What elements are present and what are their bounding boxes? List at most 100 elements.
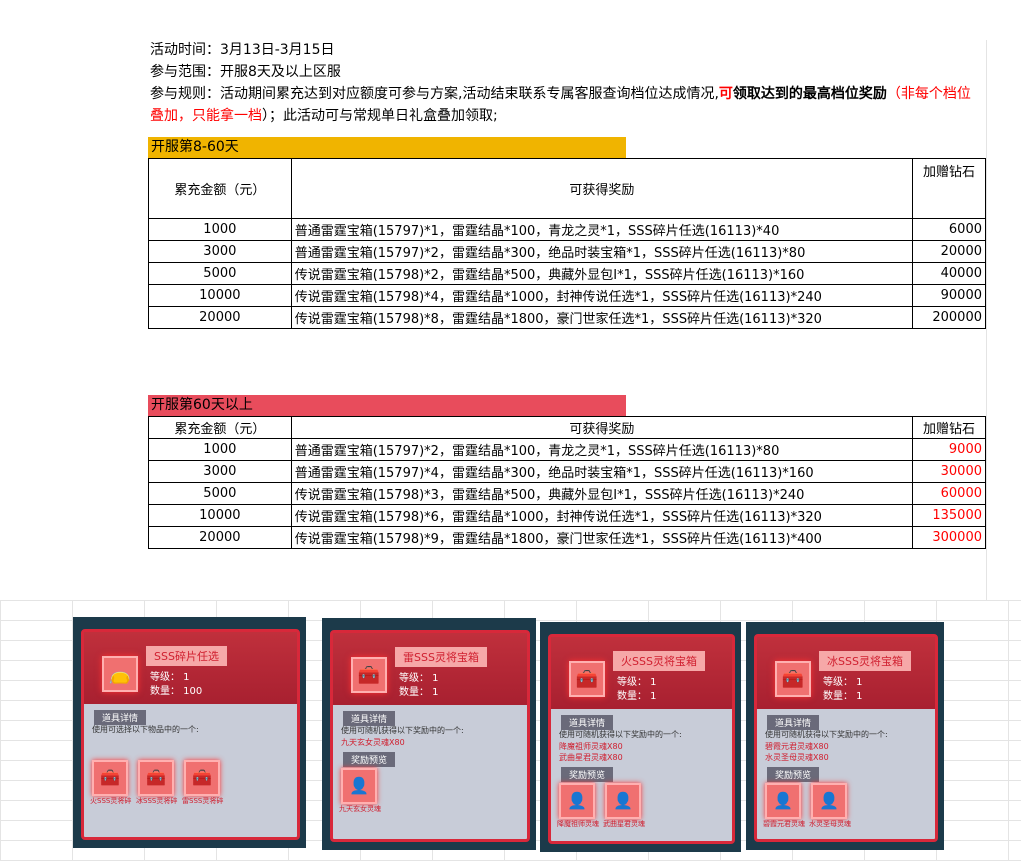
diamonds-cell: 60000: [912, 482, 986, 505]
table-row: 20000 传说雷霆宝箱(15798)*9，雷霆结晶*1800，豪门世家任选*1，…: [148, 526, 986, 549]
item-title: SSS碎片任选: [146, 646, 227, 666]
activity-scope: 参与范围：开服8天及以上区服: [150, 64, 341, 80]
section-item-details: 道具详情: [94, 710, 147, 725]
reward-item[interactable]: 👤 水灵圣母灵魂: [809, 783, 851, 829]
item-tooltip-card: 🧰 火SSS灵将宝箱 等级： 1 数量： 1 道具详情 使用可随机获得以下奖励中…: [540, 622, 741, 852]
item-title: 冰SSS灵将宝箱: [819, 651, 911, 671]
rewards-cell: 传说雷霆宝箱(15798)*9，雷霆结晶*1800，豪门世家任选*1，SSS碎片…: [290, 526, 914, 549]
item-level: 等级： 1: [617, 677, 657, 688]
tooltip-panel: 👝 SSS碎片任选 等级： 1 数量： 100 道具详情 使用可选择以下物品中的…: [81, 629, 300, 840]
rule-paren: （: [886, 86, 901, 102]
reward-table-60-plus: 累充金额（元） 可获得奖励 加赠钻石 1000 普通雷霆宝箱(15797)*2，雷…: [148, 416, 986, 549]
item-description: 使用可随机获得以下奖励中的一个:: [341, 726, 464, 735]
reward-line: 武曲星君灵魂X80: [559, 753, 623, 762]
rewards-cell: 普通雷霆宝箱(15797)*2，雷霆结晶*100，青龙之灵*1，SSS碎片任选(…: [290, 438, 914, 461]
hero-soul-icon: 👤: [765, 783, 801, 819]
diamonds-cell: 20000: [912, 240, 986, 263]
reward-item-label: 九天玄女灵魂: [339, 805, 381, 813]
amount-cell: 10000: [148, 504, 292, 527]
reward-item[interactable]: 🧰 冰SSS灵将碎: [136, 760, 177, 806]
item-quantity: 数量： 1: [399, 687, 439, 698]
reward-item[interactable]: 👤 降魔祖师灵魂: [557, 783, 599, 829]
hero-soul-icon: 👤: [605, 783, 641, 819]
reward-item[interactable]: 👤 武曲星君灵魂: [603, 783, 645, 829]
reward-line: 降魔祖师灵魂X80: [559, 742, 623, 751]
pouch-icon: 👝: [102, 656, 138, 692]
header-diamonds: 加赠钻石: [912, 158, 986, 219]
header-amount: 累充金额（元）: [148, 416, 292, 439]
item-description: 使用可选择以下物品中的一个:: [92, 725, 199, 734]
header-amount: 累充金额（元）: [148, 158, 292, 219]
reward-line: 碧霞元君灵魂X80: [765, 742, 829, 751]
hero-soul-icon: 👤: [341, 768, 377, 804]
chest-icon: 🧰: [569, 661, 605, 697]
reward-item[interactable]: 👤 碧霞元君灵魂: [763, 783, 805, 829]
table-row: 1000 普通雷霆宝箱(15797)*2，雷霆结晶*100，青龙之灵*1，SSS碎…: [148, 438, 986, 461]
reward-item[interactable]: 👤 九天玄女灵魂: [339, 768, 381, 814]
rewards-cell: 传说雷霆宝箱(15798)*8，雷霆结晶*1800，豪门世家任选*1，SSS碎片…: [290, 306, 914, 329]
diamonds-cell: 30000: [912, 460, 986, 483]
section-reward-preview: 奖励预览: [767, 767, 820, 782]
table-row: 3000 普通雷霆宝箱(15797)*4，雷霆结晶*300，绝品时装宝箱*1，SS…: [148, 460, 986, 483]
reward-items: 👤 碧霞元君灵魂 👤 水灵圣母灵魂: [763, 783, 851, 829]
amount-cell: 3000: [148, 240, 292, 263]
chest-icon: 🧰: [184, 760, 220, 796]
item-tooltip-card: 🧰 雷SSS灵将宝箱 等级： 1 数量： 1 道具详情 使用可随机获得以下奖励中…: [322, 618, 536, 850]
item-description: 使用可随机获得以下奖励中的一个:: [765, 730, 888, 739]
amount-cell: 1000: [148, 438, 292, 461]
amount-cell: 5000: [148, 262, 292, 285]
rule-highlight: 可: [718, 86, 733, 102]
reward-items: 👤 九天玄女灵魂: [339, 768, 381, 814]
reward-line: 九天玄女灵魂X80: [341, 738, 405, 747]
section-band-8-60: 开服第8-60天: [148, 137, 626, 158]
table-row: 10000 传说雷霆宝箱(15798)*4，雷霆结晶*1000，封神传说任选*1，…: [148, 284, 986, 307]
reward-line: 水灵圣母灵魂X80: [765, 753, 829, 762]
section-item-details: 道具详情: [343, 711, 396, 726]
diamonds-cell: 40000: [912, 262, 986, 285]
diamonds-cell: 6000: [912, 218, 986, 241]
diamonds-cell: 300000: [912, 526, 986, 549]
header-rewards: 可获得奖励: [290, 158, 914, 219]
reward-item[interactable]: 🧰 火SSS灵将碎: [90, 760, 132, 806]
rule-bold: 领取达到的最高档位奖励: [732, 86, 887, 102]
rewards-cell: 传说雷霆宝箱(15798)*4，雷霆结晶*1000，封神传说任选*1，SSS碎片…: [290, 284, 914, 307]
item-description: 使用可随机获得以下奖励中的一个:: [559, 730, 682, 739]
table-row: 5000 传说雷霆宝箱(15798)*2，雷霆结晶*500，典藏外显包Ⅰ*1，SS…: [148, 262, 986, 285]
rewards-cell: 普通雷霆宝箱(15797)*4，雷霆结晶*300，绝品时装宝箱*1，SSS碎片任…: [290, 460, 914, 483]
amount-cell: 1000: [148, 218, 292, 241]
reward-item[interactable]: 🧰 雷SSS灵将碎: [182, 760, 224, 806]
reward-item-label: 武曲星君灵魂: [603, 820, 645, 828]
tooltip-panel: 🧰 雷SSS灵将宝箱 等级： 1 数量： 1 道具详情 使用可随机获得以下奖励中…: [330, 630, 530, 842]
item-level: 等级： 1: [823, 677, 863, 688]
amount-cell: 20000: [148, 306, 292, 329]
header-diamonds: 加赠钻石: [912, 416, 986, 439]
item-level: 等级： 1: [399, 673, 439, 684]
chest-icon: 🧰: [92, 760, 128, 796]
column-divider: [986, 40, 987, 600]
chest-icon: 🧰: [351, 657, 387, 693]
reward-items: 🧰 火SSS灵将碎 🧰 冰SSS灵将碎 🧰 雷SSS灵将碎: [90, 760, 224, 806]
item-tooltip-card: 👝 SSS碎片任选 等级： 1 数量： 100 道具详情 使用可选择以下物品中的…: [73, 617, 306, 848]
amount-cell: 10000: [148, 284, 292, 307]
hero-soul-icon: 👤: [559, 783, 595, 819]
amount-cell: 5000: [148, 482, 292, 505]
item-quantity: 数量： 1: [823, 691, 863, 702]
item-title: 雷SSS灵将宝箱: [395, 647, 487, 667]
table-header: 累充金额（元） 可获得奖励 加赠钻石: [148, 416, 986, 439]
section-reward-preview: 奖励预览: [343, 752, 396, 767]
activity-time: 活动时间：3月13日-3月15日: [150, 42, 335, 58]
reward-item-label: 火SSS灵将碎: [90, 797, 132, 805]
amount-cell: 3000: [148, 460, 292, 483]
table-header: 累充金额（元） 可获得奖励 加赠钻石: [148, 158, 986, 219]
section-band-60-plus: 开服第60天以上: [148, 395, 626, 416]
diamonds-cell: 9000: [912, 438, 986, 461]
table-row: 10000 传说雷霆宝箱(15798)*6，雷霆结晶*1000，封神传说任选*1，…: [148, 504, 986, 527]
table-row: 5000 传说雷霆宝箱(15798)*3，雷霆结晶*500，典藏外显包Ⅰ*1，SS…: [148, 482, 986, 505]
hero-soul-icon: 👤: [811, 783, 847, 819]
diamonds-cell: 90000: [912, 284, 986, 307]
reward-item-label: 雷SSS灵将碎: [182, 797, 224, 805]
tooltip-panel: 🧰 冰SSS灵将宝箱 等级： 1 数量： 1 道具详情 使用可随机获得以下奖励中…: [754, 634, 938, 842]
section-reward-preview: 奖励预览: [561, 767, 614, 782]
rewards-cell: 传说雷霆宝箱(15798)*3，雷霆结晶*500，典藏外显包Ⅰ*1，SSS碎片任…: [290, 482, 914, 505]
reward-item-label: 水灵圣母灵魂: [809, 820, 851, 828]
